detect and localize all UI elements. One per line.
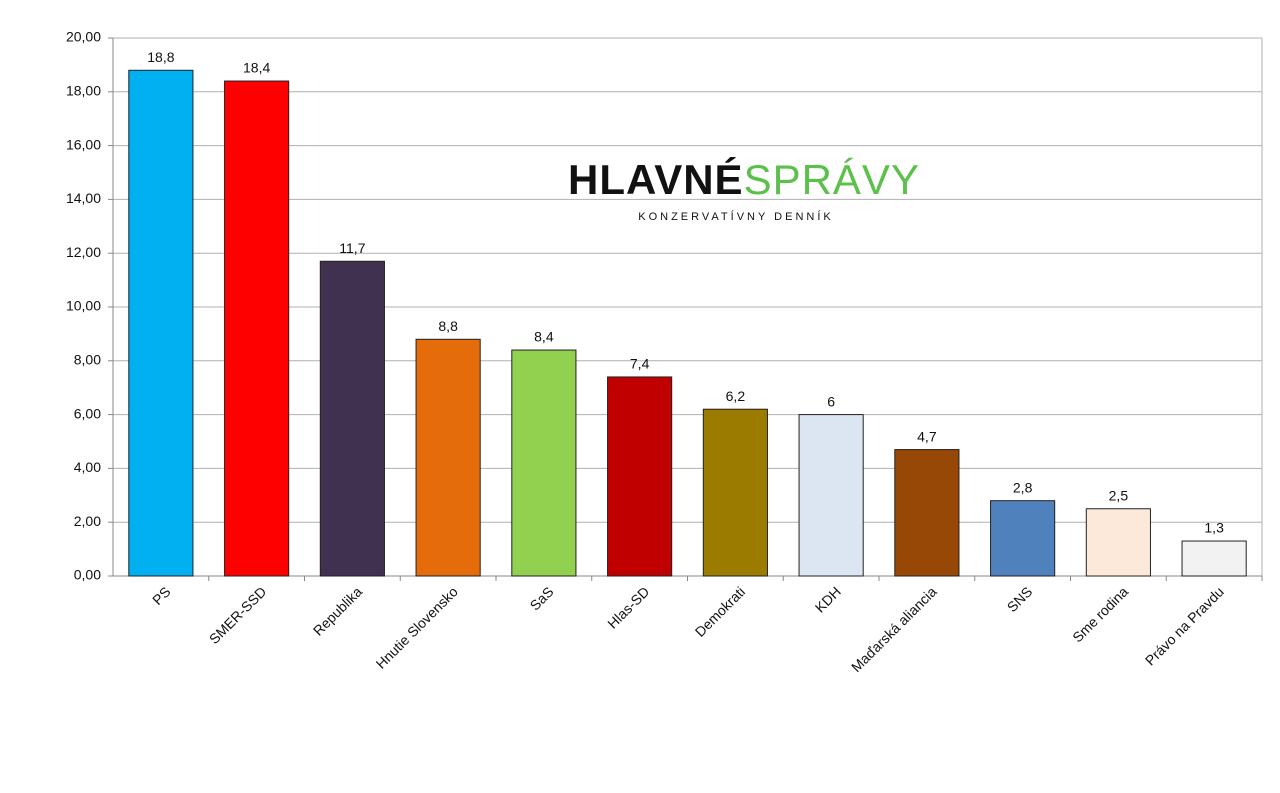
y-tick-label: 14,00 — [66, 190, 101, 206]
y-tick-label: 4,00 — [74, 459, 101, 475]
y-tick-label: 18,00 — [66, 83, 101, 99]
bar — [319, 260, 385, 577]
x-tick-label: KDH — [812, 583, 844, 615]
y-tick-label: 12,00 — [66, 244, 101, 260]
x-tick-label: Hlas-SD — [604, 583, 652, 631]
x-tick-label: PS — [149, 583, 174, 608]
y-tick-label: 10,00 — [66, 298, 101, 314]
value-label: 1,3 — [1204, 520, 1224, 536]
x-tick-label: SMER-SSD — [206, 583, 270, 647]
value-label: 8,4 — [534, 329, 554, 345]
value-label: 4,7 — [917, 428, 937, 444]
value-label: 8,8 — [438, 318, 458, 334]
bar — [607, 376, 673, 577]
logo-word: SPRÁVY — [744, 156, 920, 203]
value-label: 2,8 — [1013, 479, 1033, 495]
bar — [415, 338, 481, 577]
logo: HLAVNÉSPRÁVY — [568, 156, 920, 203]
x-tick-label: Právo na Pravdu — [1142, 583, 1227, 668]
x-tick-label: Sme rodina — [1069, 583, 1131, 645]
bar — [1181, 540, 1247, 577]
value-label: 18,8 — [147, 49, 174, 65]
y-tick-label: 2,00 — [74, 513, 101, 529]
x-tick-label: Maďarská aliancia — [848, 583, 940, 675]
value-label: 6 — [827, 393, 835, 409]
value-label: 7,4 — [630, 356, 650, 372]
y-tick-label: 0,00 — [74, 567, 101, 583]
bar — [702, 408, 768, 577]
value-label: 11,7 — [339, 240, 365, 256]
bar — [1085, 508, 1151, 577]
x-tick-label: Republika — [310, 583, 365, 638]
logo-tagline: KONZERVATÍVNY DENNÍK — [638, 210, 834, 223]
logo-word: HLAVNÉ — [568, 156, 744, 203]
value-label: 6,2 — [726, 388, 746, 404]
logo-box — [545, 88, 928, 285]
bar — [511, 349, 577, 577]
y-tick-label: 16,00 — [66, 136, 101, 152]
bar — [128, 69, 194, 577]
x-tick-label: SNS — [1004, 583, 1036, 615]
bar — [798, 414, 864, 577]
value-label: 2,5 — [1109, 487, 1129, 503]
x-tick-label: SaS — [527, 583, 557, 613]
value-label: 18,4 — [243, 60, 270, 76]
x-tick-label: Hnutie Slovensko — [373, 583, 462, 672]
x-tick-label: Demokrati — [692, 583, 748, 639]
y-tick-label: 20,00 — [66, 29, 101, 45]
bar — [894, 449, 960, 577]
bar — [990, 500, 1056, 577]
bar — [224, 80, 290, 577]
y-tick-label: 8,00 — [74, 352, 101, 368]
y-tick-label: 6,00 — [74, 405, 101, 421]
